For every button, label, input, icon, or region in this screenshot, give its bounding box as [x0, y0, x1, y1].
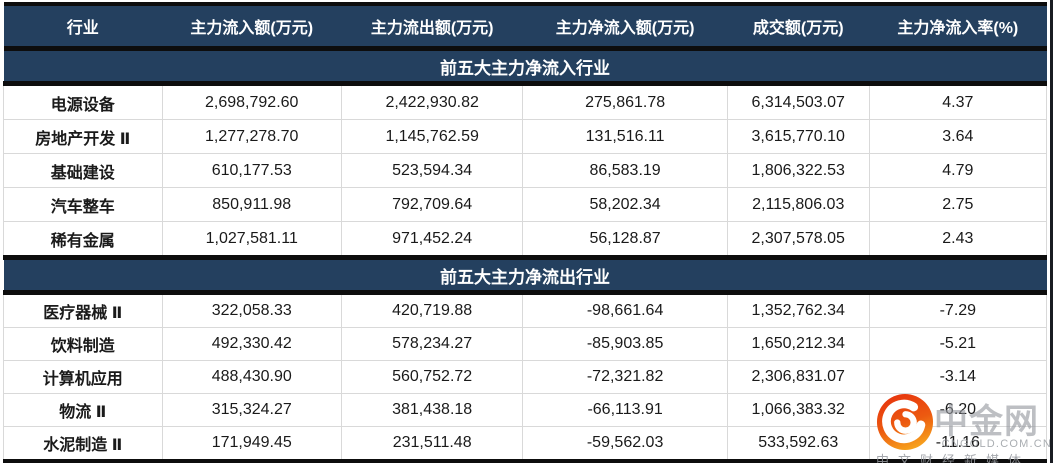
table-row: 电源设备 2,698,792.60 2,422,930.82 275,861.7…: [3, 83, 1048, 120]
cell-main-outflow: 231,511.48: [340, 426, 524, 462]
cell-net-inflow: 86,583.19: [522, 153, 728, 188]
cell-main-outflow: 560,752.72: [340, 360, 524, 394]
cell-industry: 饮料制造: [3, 327, 163, 361]
cell-main-inflow: 488,430.90: [161, 360, 342, 394]
cell-net-inflow-rate: -3.14: [868, 360, 1048, 394]
cell-main-outflow: 1,145,762.59: [340, 119, 524, 154]
table-row: 物流 Ⅱ 315,324.27 381,438.18 -66,113.91 1,…: [3, 393, 1048, 427]
cell-industry: 基础建设: [3, 153, 163, 188]
cell-main-outflow: 792,709.64: [340, 187, 524, 222]
cell-turnover: 6,314,503.07: [726, 83, 870, 120]
cell-net-inflow: -59,562.03: [522, 426, 728, 462]
cell-main-outflow: 381,438.18: [340, 393, 524, 427]
section-title: 前五大主力净流入行业: [3, 46, 1047, 86]
cell-turnover: 2,307,578.05: [726, 221, 870, 258]
cell-turnover: 1,066,383.32: [726, 393, 870, 427]
cell-main-outflow: 578,234.27: [340, 327, 524, 361]
cell-turnover: 1,650,212.34: [726, 327, 870, 361]
cell-net-inflow-rate: -6.20: [868, 393, 1048, 427]
cell-main-outflow: 971,452.24: [340, 221, 524, 258]
cell-net-inflow-rate: 4.79: [868, 153, 1048, 188]
cell-turnover: 3,615,770.10: [726, 119, 870, 154]
cell-net-inflow-rate: 2.43: [868, 221, 1048, 258]
table-row: 医疗器械 Ⅱ 322,058.33 420,719.88 -98,661.64 …: [3, 292, 1048, 328]
cell-net-inflow: -66,113.91: [522, 393, 728, 427]
cell-net-inflow-rate: -11.16: [868, 426, 1048, 462]
section-header-net-inflow: 前五大主力净流入行业: [3, 46, 1047, 86]
section-title: 前五大主力净流出行业: [3, 255, 1047, 295]
cell-net-inflow-rate: 3.64: [868, 119, 1048, 154]
cell-main-inflow: 492,330.42: [161, 327, 342, 361]
header-row: 行业 主力流入额(万元) 主力流出额(万元) 主力净流入额(万元) 成交额(万元…: [3, 4, 1047, 49]
col-header-net-inflow: 主力净流入额(万元): [522, 4, 728, 49]
cell-industry: 水泥制造 Ⅱ: [3, 426, 163, 462]
cell-main-outflow: 523,594.34: [340, 153, 524, 188]
cell-net-inflow: 58,202.34: [522, 187, 728, 222]
cell-industry: 医疗器械 Ⅱ: [3, 292, 163, 328]
cell-net-inflow: -72,321.82: [522, 360, 728, 394]
cell-main-inflow: 2,698,792.60: [161, 83, 342, 120]
cell-net-inflow: 131,516.11: [522, 119, 728, 154]
cell-net-inflow: -98,661.64: [522, 292, 728, 328]
table-row: 房地产开发 Ⅱ 1,277,278.70 1,145,762.59 131,51…: [3, 119, 1048, 154]
cell-net-inflow-rate: -7.29: [868, 292, 1048, 328]
fund-flow-table: 行业 主力流入额(万元) 主力流出额(万元) 主力净流入额(万元) 成交额(万元…: [3, 2, 1048, 463]
table-row: 计算机应用 488,430.90 560,752.72 -72,321.82 2…: [3, 360, 1048, 394]
col-header-main-outflow: 主力流出额(万元): [341, 4, 523, 49]
col-header-main-inflow: 主力流入额(万元): [162, 4, 342, 49]
cell-industry: 电源设备: [3, 83, 163, 120]
table-row: 水泥制造 Ⅱ 171,949.45 231,511.48 -59,562.03 …: [3, 426, 1048, 462]
cell-turnover: 1,806,322.53: [726, 153, 870, 188]
table-row: 基础建设 610,177.53 523,594.34 86,583.19 1,8…: [3, 153, 1048, 188]
cell-main-inflow: 171,949.45: [161, 426, 342, 462]
cell-net-inflow-rate: 2.75: [868, 187, 1048, 222]
cell-main-inflow: 850,911.98: [161, 187, 342, 222]
cell-net-inflow: -85,903.85: [522, 327, 728, 361]
screenshot-right-edge: [1050, 0, 1053, 463]
col-header-net-inflow-rate: 主力净流入率(%): [869, 4, 1047, 49]
cell-net-inflow-rate: 4.37: [868, 83, 1048, 120]
cell-turnover: 2,306,831.07: [726, 360, 870, 394]
table-row: 稀有金属 1,027,581.11 971,452.24 56,128.87 2…: [3, 221, 1048, 258]
cell-main-outflow: 2,422,930.82: [340, 83, 524, 120]
cell-turnover: 1,352,762.34: [726, 292, 870, 328]
table-row: 饮料制造 492,330.42 578,234.27 -85,903.85 1,…: [3, 327, 1048, 361]
cell-net-inflow-rate: -5.21: [868, 327, 1048, 361]
table-row: 汽车整车 850,911.98 792,709.64 58,202.34 2,1…: [3, 187, 1048, 222]
section-header-net-outflow: 前五大主力净流出行业: [3, 255, 1047, 295]
cell-industry: 汽车整车: [3, 187, 163, 222]
cell-industry: 房地产开发 Ⅱ: [3, 119, 163, 154]
cell-main-inflow: 610,177.53: [161, 153, 342, 188]
cell-industry: 稀有金属: [3, 221, 163, 258]
cell-main-inflow: 322,058.33: [161, 292, 342, 328]
cell-main-inflow: 1,027,581.11: [161, 221, 342, 258]
cell-turnover: 533,592.63: [726, 426, 870, 462]
cell-turnover: 2,115,806.03: [726, 187, 870, 222]
col-header-turnover: 成交额(万元): [727, 4, 870, 49]
cell-industry: 计算机应用: [3, 360, 163, 394]
cell-main-inflow: 315,324.27: [161, 393, 342, 427]
col-header-industry: 行业: [3, 4, 163, 49]
cell-main-inflow: 1,277,278.70: [161, 119, 342, 154]
cell-net-inflow: 56,128.87: [522, 221, 728, 258]
cell-main-outflow: 420,719.88: [340, 292, 524, 328]
cell-industry: 物流 Ⅱ: [3, 393, 163, 427]
cell-net-inflow: 275,861.78: [522, 83, 728, 120]
